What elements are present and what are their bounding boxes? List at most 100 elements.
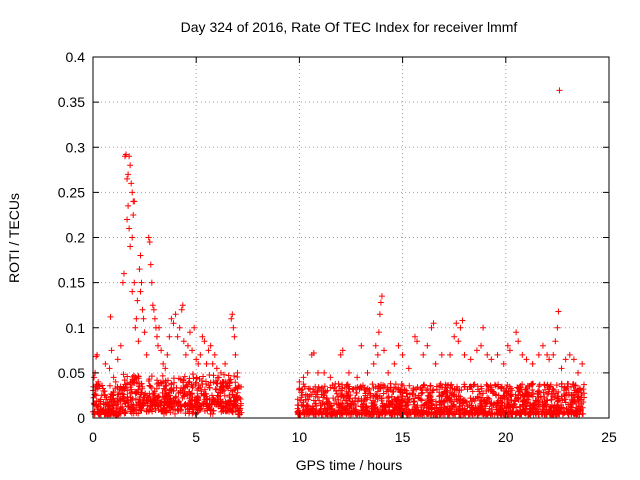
data-point xyxy=(509,403,516,410)
data-point xyxy=(114,391,121,398)
data-point xyxy=(434,411,441,418)
data-point xyxy=(320,389,327,396)
data-point xyxy=(507,385,514,392)
data-point xyxy=(128,180,135,187)
data-point xyxy=(387,380,394,387)
data-point xyxy=(168,388,175,395)
data-point xyxy=(139,306,146,313)
data-point xyxy=(556,87,563,94)
data-point xyxy=(507,397,514,404)
data-point xyxy=(436,392,443,399)
data-point xyxy=(337,393,344,400)
data-point xyxy=(124,175,131,182)
data-point xyxy=(494,399,501,406)
data-point xyxy=(135,373,142,380)
data-point xyxy=(420,409,427,416)
data-point xyxy=(150,306,157,313)
data-point xyxy=(221,392,228,399)
data-point xyxy=(469,388,476,395)
data-point xyxy=(226,378,233,385)
data-point xyxy=(576,385,583,392)
data-point xyxy=(561,396,568,403)
data-point xyxy=(160,385,167,392)
data-point xyxy=(530,390,537,397)
data-point xyxy=(536,389,543,396)
data-point xyxy=(461,383,468,390)
data-point xyxy=(147,383,154,390)
data-point xyxy=(561,409,568,416)
data-point xyxy=(120,395,127,402)
data-point xyxy=(163,393,170,400)
data-point xyxy=(315,384,322,391)
data-point xyxy=(135,338,142,345)
data-point xyxy=(577,406,584,413)
data-point xyxy=(545,403,552,410)
data-point xyxy=(131,198,138,205)
data-point xyxy=(113,408,120,415)
data-point xyxy=(466,401,473,408)
data-point xyxy=(519,351,526,358)
data-point xyxy=(130,379,137,386)
data-point xyxy=(403,390,410,397)
data-point xyxy=(310,405,317,412)
data-point xyxy=(235,382,242,389)
data-point xyxy=(410,387,417,394)
data-point xyxy=(500,360,507,367)
chart-title: Day 324 of 2016, Rate Of TEC Index for r… xyxy=(181,19,518,35)
data-point xyxy=(485,410,492,417)
data-point xyxy=(180,338,187,345)
data-point xyxy=(485,395,492,402)
data-point xyxy=(417,396,424,403)
data-point xyxy=(499,405,506,412)
data-point xyxy=(185,379,192,386)
data-point xyxy=(327,384,334,391)
data-point xyxy=(569,404,576,411)
data-point xyxy=(189,371,196,378)
data-point xyxy=(495,381,502,388)
data-point xyxy=(369,381,376,388)
data-point xyxy=(300,381,307,388)
data-point xyxy=(417,404,424,411)
data-point xyxy=(575,369,582,376)
data-point xyxy=(564,380,571,387)
data-point xyxy=(213,365,220,372)
data-point xyxy=(94,351,101,358)
data-point xyxy=(544,397,551,404)
data-point xyxy=(395,342,402,349)
data-point xyxy=(548,396,555,403)
data-point xyxy=(323,394,330,401)
data-point xyxy=(332,387,339,394)
data-point xyxy=(513,395,520,402)
data-point xyxy=(430,387,437,394)
data-point xyxy=(513,329,520,336)
data-point xyxy=(504,342,511,349)
data-point xyxy=(120,371,127,378)
data-point xyxy=(309,410,316,417)
data-point xyxy=(568,410,575,417)
data-point xyxy=(481,402,488,409)
data-point xyxy=(352,410,359,417)
data-point xyxy=(321,369,328,376)
data-point xyxy=(123,397,130,404)
data-point xyxy=(528,381,535,388)
data-point xyxy=(354,374,361,381)
data-point xyxy=(168,315,175,322)
data-point xyxy=(456,411,463,418)
data-point xyxy=(162,379,169,386)
data-point xyxy=(562,356,569,363)
data-point xyxy=(201,386,208,393)
data-point xyxy=(351,397,358,404)
data-point xyxy=(228,398,235,405)
data-point xyxy=(447,396,454,403)
data-point xyxy=(333,390,340,397)
data-point xyxy=(140,394,147,401)
data-point xyxy=(389,410,396,417)
data-point xyxy=(473,347,480,354)
data-point xyxy=(112,378,119,385)
data-point xyxy=(384,386,391,393)
data-point xyxy=(225,372,232,379)
data-point xyxy=(210,407,217,414)
data-point xyxy=(145,408,152,415)
data-point xyxy=(301,410,308,417)
data-point xyxy=(234,369,241,376)
